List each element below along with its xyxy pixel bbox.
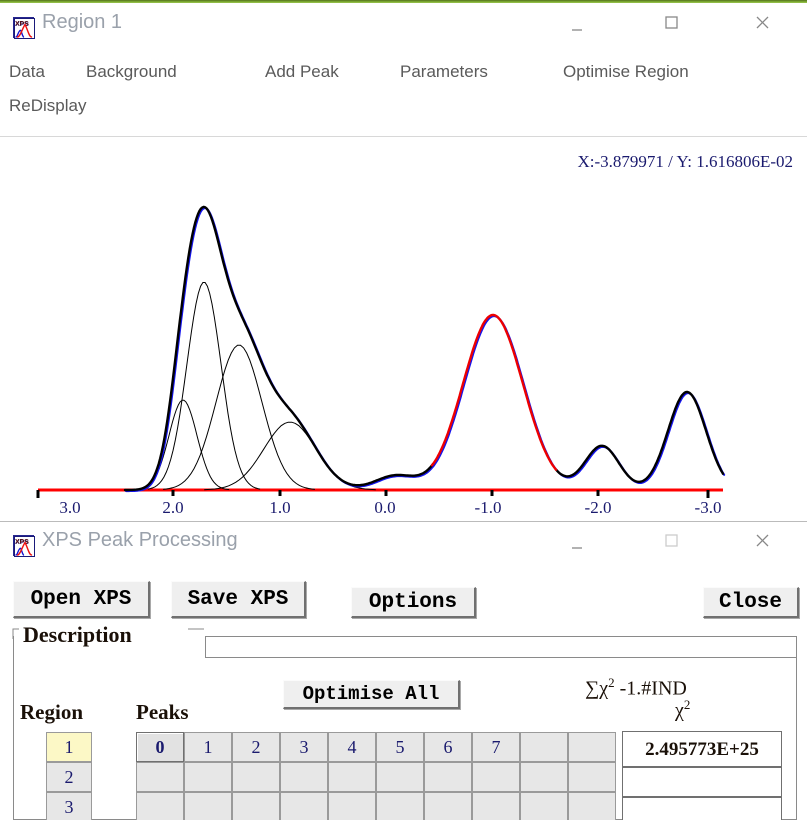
svg-text:XPS: XPS xyxy=(15,21,29,28)
svg-text:XPS: XPS xyxy=(15,539,29,546)
